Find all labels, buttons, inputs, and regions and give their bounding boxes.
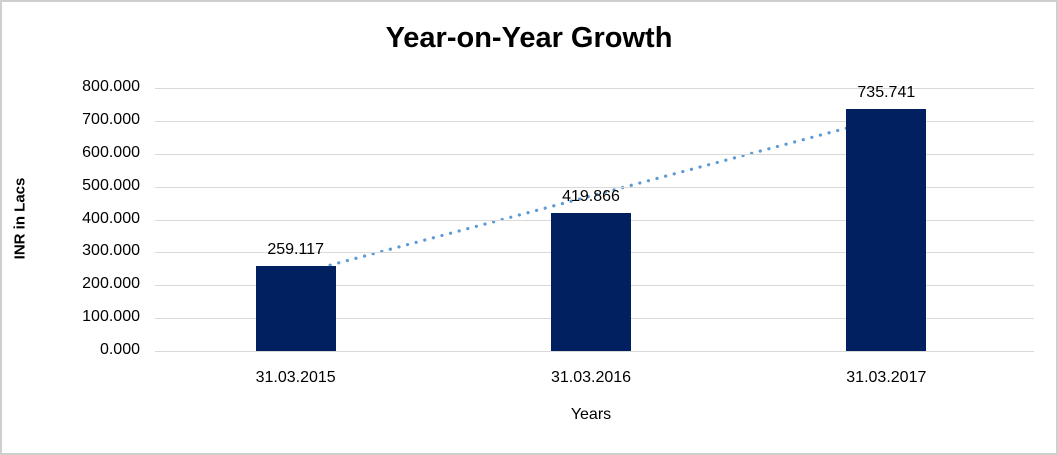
gridline-500 — [155, 186, 1034, 188]
y-tick-label: 500.000 — [82, 176, 140, 194]
chart-title: Year-on-Year Growth — [385, 22, 673, 54]
bar-31.03.2017[interactable] — [846, 109, 927, 351]
bar-31.03.2015[interactable] — [255, 265, 336, 351]
x-tick-label: 31.03.2017 — [846, 369, 927, 386]
gridline-600 — [155, 153, 1034, 155]
y-tick-label: 0.000 — [99, 341, 140, 358]
y-tick-label: 300.000 — [82, 242, 140, 260]
y-tick-label: 400.000 — [82, 209, 140, 227]
bar-31.03.2016[interactable] — [551, 212, 631, 351]
gridline-700 — [155, 120, 1034, 122]
bar-value-label: 259.117 — [267, 240, 324, 258]
y-tick-label: 600.000 — [82, 143, 140, 161]
gridline-0 — [155, 351, 1034, 352]
gridline-800 — [155, 88, 1034, 89]
x-axis-title: Years — [570, 406, 612, 423]
y-tick-label: 700.000 — [82, 110, 140, 128]
x-tick-label: 31.03.2015 — [255, 369, 336, 386]
y-tick-label: 200.000 — [82, 275, 140, 293]
bar-value-label: 419.866 — [562, 187, 620, 205]
bar-value-label: 735.741 — [857, 84, 916, 102]
y-tick-label: 800.000 — [82, 78, 140, 95]
y-tick-label: 100.000 — [82, 308, 140, 326]
x-tick-label: 31.03.2016 — [550, 369, 632, 386]
